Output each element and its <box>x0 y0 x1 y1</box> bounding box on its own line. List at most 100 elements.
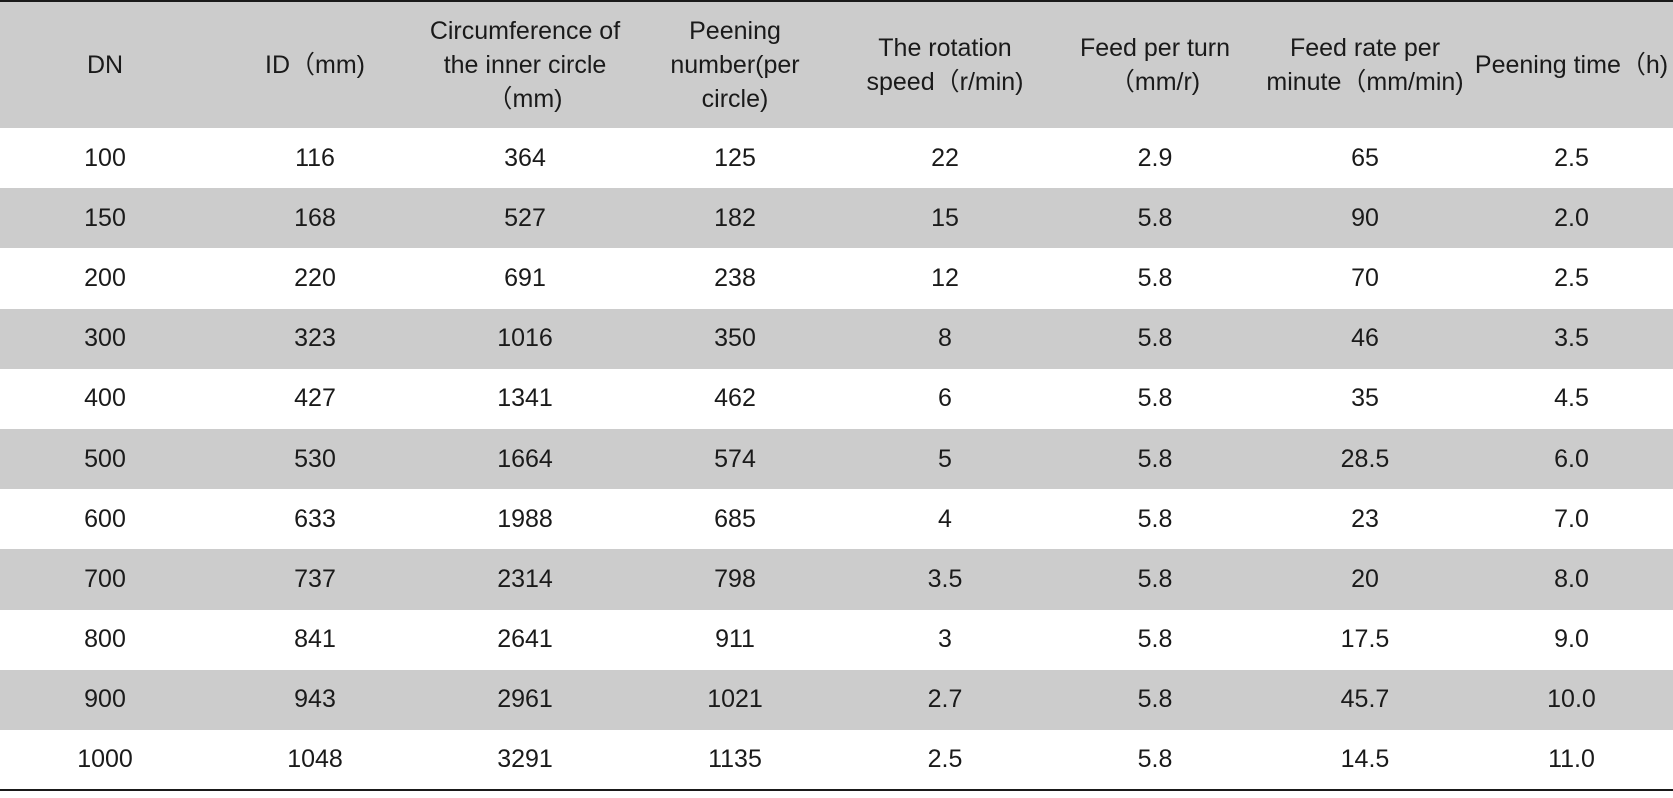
cell-feed-per-turn: 5.8 <box>1137 263 1173 292</box>
cell-circumference: 364 <box>504 143 546 172</box>
cell-peening-number: 1021 <box>707 685 763 714</box>
table-row: 900 943 2961 1021 2.7 5.8 45.7 10.0 <box>0 669 1673 730</box>
cell-peening-number: 798 <box>714 564 756 593</box>
cell-peening-time: 3.5 <box>1554 324 1589 353</box>
cell-peening-number: 125 <box>714 143 756 172</box>
table-body: 100 116 364 125 22 2.9 65 2.5 150 168 527 182 15 5.8 9… <box>0 128 1673 791</box>
header-rotation-speed: The rotation speed（r/min) <box>866 34 1024 96</box>
cell-feed-per-turn: 5.8 <box>1137 744 1173 773</box>
cell-rotation-speed: 22 <box>931 143 959 172</box>
cell-feed-per-turn: 5.8 <box>1137 564 1173 593</box>
cell-id: 116 <box>295 143 335 172</box>
cell-feed-rate: 45.7 <box>1340 685 1390 714</box>
cell-id: 633 <box>294 504 336 533</box>
cell-dn: 500 <box>84 444 126 473</box>
cell-circumference: 2641 <box>497 625 553 654</box>
cell-dn: 1000 <box>77 744 133 773</box>
cell-peening-time: 2.5 <box>1554 263 1589 292</box>
cell-dn: 600 <box>84 504 126 533</box>
cell-dn: 150 <box>84 203 126 232</box>
table-row: 100 116 364 125 22 2.9 65 2.5 <box>0 128 1673 189</box>
cell-rotation-speed: 3 <box>938 625 952 654</box>
cell-circumference: 1341 <box>497 384 553 413</box>
cell-rotation-speed: 6 <box>938 384 952 413</box>
cell-circumference: 691 <box>504 263 546 292</box>
cell-circumference: 527 <box>504 203 546 232</box>
cell-circumference: 2961 <box>497 685 553 714</box>
table-row: 200 220 691 238 12 5.8 70 2.5 <box>0 248 1673 309</box>
cell-circumference: 1664 <box>497 444 553 473</box>
header-id: ID（mm) <box>265 51 365 79</box>
cell-feed-per-turn: 5.8 <box>1137 504 1173 533</box>
cell-peening-number: 574 <box>714 444 756 473</box>
cell-circumference: 1988 <box>497 504 553 533</box>
cell-feed-per-turn: 5.8 <box>1137 203 1173 232</box>
cell-peening-time: 8.0 <box>1554 564 1589 593</box>
cell-id: 220 <box>294 263 336 292</box>
cell-feed-per-turn: 5.8 <box>1137 685 1173 714</box>
table-row: 400 427 1341 462 6 5.8 35 4.5 <box>0 368 1673 429</box>
cell-peening-number: 462 <box>714 384 756 413</box>
cell-id: 737 <box>294 564 336 593</box>
cell-peening-time: 6.0 <box>1554 444 1589 473</box>
cell-peening-number: 685 <box>714 504 756 533</box>
cell-circumference: 1016 <box>497 324 553 353</box>
cell-peening-number: 1135 <box>708 744 762 773</box>
header-peening-number: Peening number(per circle) <box>670 17 800 113</box>
cell-feed-rate: 35 <box>1351 384 1379 413</box>
cell-peening-number: 238 <box>714 263 756 292</box>
cell-peening-time: 11.0 <box>1548 744 1595 773</box>
cell-peening-time: 4.5 <box>1554 384 1589 413</box>
cell-peening-number: 350 <box>714 324 756 353</box>
cell-peening-number: 182 <box>714 203 756 232</box>
cell-peening-time: 2.5 <box>1554 143 1589 172</box>
cell-feed-rate: 70 <box>1351 263 1379 292</box>
cell-id: 427 <box>294 384 336 413</box>
cell-rotation-speed: 2.7 <box>927 685 963 714</box>
cell-feed-rate: 65 <box>1351 143 1379 172</box>
cell-feed-per-turn: 5.8 <box>1137 324 1173 353</box>
cell-peening-time: 9.0 <box>1554 625 1589 654</box>
cell-dn: 300 <box>84 324 126 353</box>
table-row: 500 530 1664 574 5 5.8 28.5 6.0 <box>0 428 1673 490</box>
cell-id: 841 <box>294 625 336 654</box>
table-row: 700 737 2314 798 3.5 5.8 20 8.0 <box>0 549 1673 610</box>
cell-feed-per-turn: 5.8 <box>1137 444 1173 473</box>
cell-rotation-speed: 2.5 <box>927 744 963 773</box>
cell-dn: 100 <box>84 143 126 172</box>
table-header: DN ID（mm) Circumference of the inner cir… <box>0 1 1673 128</box>
cell-feed-rate: 46 <box>1351 324 1379 353</box>
header-feed-per-turn: Feed per turn（mm/r) <box>1079 34 1231 96</box>
cell-feed-rate: 90 <box>1351 203 1379 232</box>
header-row: DN ID（mm) Circumference of the inner cir… <box>0 1 1673 128</box>
cell-rotation-speed: 4 <box>938 504 952 533</box>
cell-peening-time: 7.0 <box>1554 504 1589 533</box>
cell-feed-rate: 20 <box>1351 564 1379 593</box>
header-peening-time: Peening time（h) <box>1474 51 1669 79</box>
header-dn: DN <box>86 51 124 79</box>
cell-peening-time: 10.0 <box>1547 685 1596 714</box>
cell-rotation-speed: 15 <box>931 203 959 232</box>
cell-dn: 900 <box>84 685 126 714</box>
cell-dn: 800 <box>84 625 126 654</box>
table-row: 600 633 1988 685 4 5.8 23 7.0 <box>0 489 1673 550</box>
cell-feed-per-turn: 2.9 <box>1137 143 1173 172</box>
cell-dn: 700 <box>84 564 126 593</box>
header-feed-rate: Feed rate per minute（mm/min) <box>1266 34 1464 96</box>
cell-circumference: 3291 <box>497 744 553 773</box>
cell-rotation-speed: 8 <box>938 324 952 353</box>
cell-feed-per-turn: 5.8 <box>1137 384 1173 413</box>
table-row: 150 168 527 182 15 5.8 90 2.0 <box>0 188 1673 249</box>
header-circumference: Circumference of the inner circle（mm) <box>429 17 621 113</box>
table-row: 800 841 2641 911 3 5.8 17.5 9.0 <box>0 609 1673 670</box>
cell-peening-time: 2.0 <box>1554 203 1589 232</box>
cell-feed-per-turn: 5.8 <box>1137 625 1173 654</box>
cell-rotation-speed: 3.5 <box>927 564 963 593</box>
cell-id: 168 <box>294 203 336 232</box>
cell-peening-number: 911 <box>715 625 755 654</box>
cell-rotation-speed: 12 <box>931 263 959 292</box>
cell-dn: 400 <box>84 384 126 413</box>
cell-id: 1048 <box>287 744 343 773</box>
